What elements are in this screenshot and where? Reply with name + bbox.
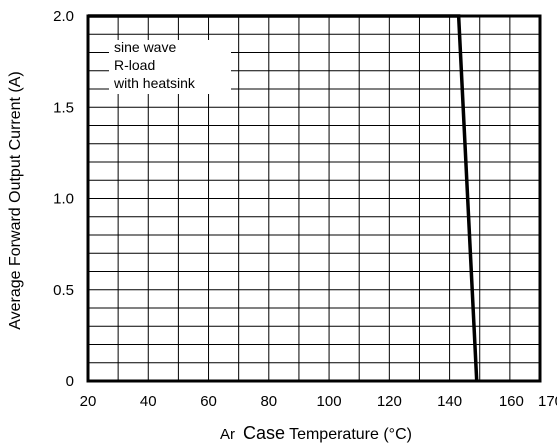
x-tick-label: 120 xyxy=(377,393,402,410)
y-tick-labels: 0 0.5 1.0 1.5 2.0 xyxy=(53,8,74,390)
legend-box: sine wave R-load with heatsink xyxy=(109,39,231,94)
x-tick-label: 80 xyxy=(260,393,277,410)
x-axis-label-prefix: Ar xyxy=(220,426,235,443)
y-axis-label: Average Forward Output Current (A) xyxy=(7,71,24,329)
legend-line-3: with heatsink xyxy=(113,75,196,91)
x-tick-label: 20 xyxy=(80,393,97,410)
x-tick-label: 60 xyxy=(200,393,217,410)
x-axis-label-rest: Temperature (°C) xyxy=(289,426,412,443)
x-axis-label-emphasis: Case xyxy=(243,423,285,443)
x-tick-label: 170 xyxy=(538,393,557,410)
y-tick-label: 2.0 xyxy=(53,8,74,25)
grid xyxy=(88,16,540,381)
legend-line-1: sine wave xyxy=(114,39,176,55)
legend-background xyxy=(109,40,231,94)
y-tick-label: 1.5 xyxy=(53,99,74,116)
x-tick-labels: 20 40 60 80 100 120 140 160 170 xyxy=(80,393,557,410)
y-tick-label: 1.0 xyxy=(53,191,74,208)
legend-line-2: R-load xyxy=(114,57,155,73)
plot-frame xyxy=(86,14,542,383)
x-axis-label: Ar Case Temperature (°C) xyxy=(220,423,412,443)
y-tick-label: 0 xyxy=(66,373,74,390)
y-tick-label: 0.5 xyxy=(53,282,74,299)
x-tick-label: 100 xyxy=(317,393,342,410)
x-tick-label: 140 xyxy=(437,393,462,410)
x-tick-label: 160 xyxy=(499,393,524,410)
x-tick-label: 40 xyxy=(140,393,157,410)
